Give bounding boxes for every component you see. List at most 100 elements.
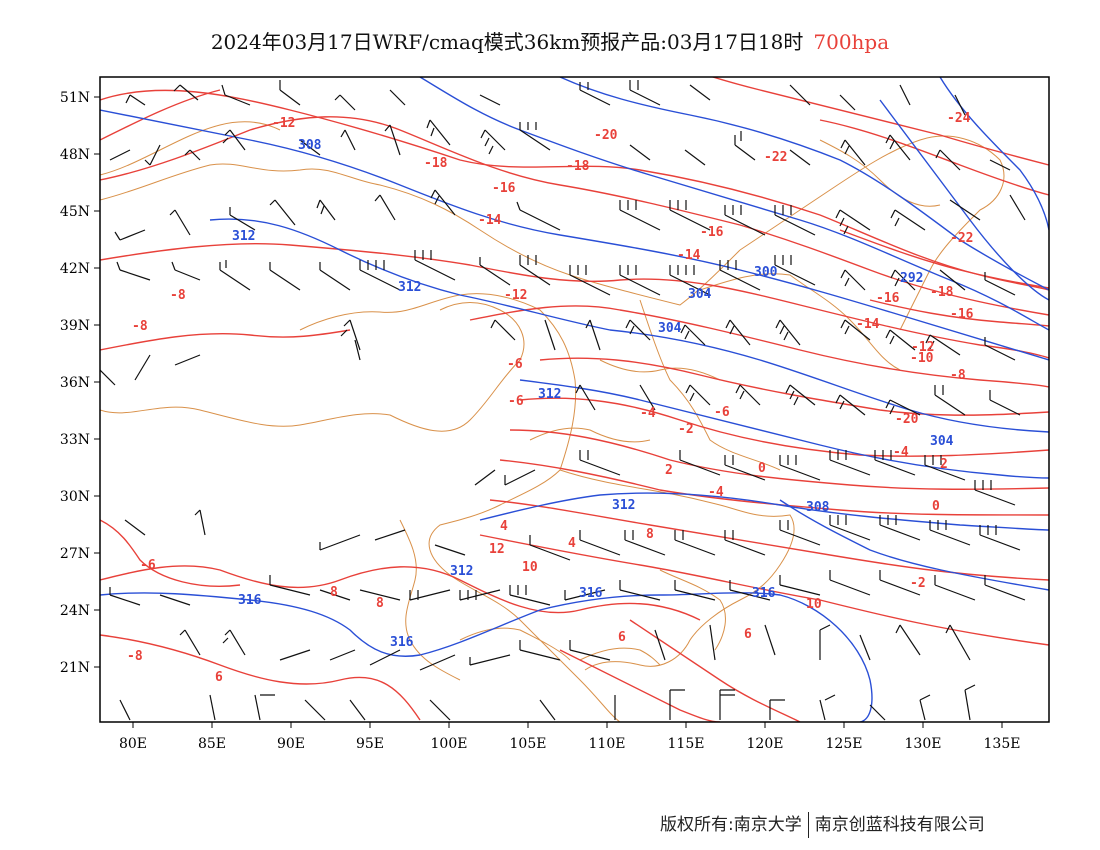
temp-label: -4 bbox=[640, 406, 656, 421]
lat-label: 33N bbox=[60, 432, 90, 448]
height-label: 316 bbox=[752, 586, 776, 601]
temp-label: -16 bbox=[492, 181, 516, 196]
lat-label: 39N bbox=[60, 318, 90, 334]
height-label: 304 bbox=[658, 321, 682, 336]
height-label: 316 bbox=[238, 593, 262, 608]
height-label: 308 bbox=[298, 138, 322, 153]
height-label: 316 bbox=[390, 635, 414, 650]
temp-label: 6 bbox=[744, 627, 752, 642]
lon-axis bbox=[132, 722, 1003, 728]
temp-label: -16 bbox=[700, 225, 724, 240]
temperature-contours bbox=[100, 77, 1049, 722]
temp-label: 8 bbox=[376, 596, 384, 611]
lon-labels: 80E 85E 90E 95E 100E 105E 110E 115E 120E… bbox=[119, 736, 1021, 752]
copyright-owner: 版权所有:南京大学 bbox=[660, 815, 802, 835]
lon-label: 105E bbox=[510, 736, 547, 752]
title-text: 2024年03月17日WRF/cmaq模式36km预报产品:03月17日18时 bbox=[210, 30, 804, 54]
level-label: 700hpa bbox=[813, 30, 890, 54]
lat-label: 27N bbox=[60, 546, 90, 562]
lat-label: 51N bbox=[60, 90, 90, 106]
lat-label: 42N bbox=[60, 261, 90, 277]
temp-label: -10 bbox=[910, 351, 934, 366]
temp-label: -22 bbox=[764, 150, 787, 165]
temp-label: 2 bbox=[940, 457, 948, 472]
temp-label: -2 bbox=[678, 422, 694, 437]
temp-label: 12 bbox=[489, 542, 505, 557]
lon-label: 130E bbox=[905, 736, 942, 752]
lat-axis bbox=[94, 96, 100, 668]
temp-label: -18 bbox=[566, 159, 590, 174]
temp-label: -8 bbox=[132, 319, 148, 334]
company-name: 南京创蓝科技有限公司 bbox=[814, 815, 985, 835]
lon-label: 110E bbox=[589, 736, 626, 752]
height-label: 316 bbox=[579, 586, 603, 601]
lon-label: 85E bbox=[198, 736, 226, 752]
temp-label: 2 bbox=[665, 463, 673, 478]
temp-label: 8 bbox=[330, 585, 338, 600]
lat-label: 45N bbox=[60, 204, 90, 220]
copyright-footer: 版权所有:南京大学 南京创蓝科技有限公司 bbox=[660, 810, 985, 838]
lat-label: 36N bbox=[60, 375, 90, 391]
height-label: 300 bbox=[754, 265, 778, 280]
map-area: -12 -18 -16 -14 -20 -18 -16 -22 -24 -22 … bbox=[100, 77, 1049, 722]
lon-label: 100E bbox=[431, 736, 468, 752]
temp-label: -18 bbox=[424, 156, 448, 171]
temp-label: -12 bbox=[504, 288, 527, 303]
height-label: 312 bbox=[450, 564, 473, 579]
temp-label: -8 bbox=[127, 649, 143, 664]
lon-label: 90E bbox=[277, 736, 305, 752]
temp-label: -6 bbox=[714, 405, 730, 420]
temp-label: 6 bbox=[618, 630, 626, 645]
temp-label: -4 bbox=[708, 485, 724, 500]
height-label: 312 bbox=[612, 498, 635, 513]
lon-label: 135E bbox=[984, 736, 1021, 752]
height-label: 308 bbox=[806, 500, 830, 515]
lon-label: 80E bbox=[119, 736, 147, 752]
lon-label: 120E bbox=[747, 736, 784, 752]
footer-divider bbox=[807, 812, 809, 838]
temp-label: 0 bbox=[932, 499, 940, 514]
temp-label: -6 bbox=[508, 394, 524, 409]
temp-label: -8 bbox=[950, 368, 966, 383]
lat-label: 24N bbox=[60, 603, 90, 619]
lat-label: 30N bbox=[60, 489, 90, 505]
lon-label: 115E bbox=[668, 736, 705, 752]
temp-label: -20 bbox=[594, 128, 618, 143]
lon-label: 125E bbox=[826, 736, 863, 752]
temp-label: -16 bbox=[876, 291, 900, 306]
temp-label: -14 bbox=[856, 317, 880, 332]
temp-label: -6 bbox=[507, 357, 523, 372]
height-label: 312 bbox=[538, 387, 561, 402]
height-label: 304 bbox=[688, 287, 712, 302]
temp-label: 10 bbox=[806, 597, 822, 612]
height-labels: 308 312 312 312 304 300 304 292 308 312 … bbox=[232, 138, 954, 650]
height-label: 312 bbox=[232, 229, 255, 244]
wind-barbs bbox=[100, 80, 1026, 721]
temp-label: -12 bbox=[272, 116, 295, 131]
temp-label: -8 bbox=[170, 288, 186, 303]
temp-label: -14 bbox=[478, 213, 502, 228]
height-label: 312 bbox=[398, 280, 421, 295]
lat-label: 48N bbox=[60, 147, 90, 163]
lat-labels: 51N 48N 45N 42N 39N 36N 33N 30N 27N 24N … bbox=[60, 90, 90, 676]
temp-label: 8 bbox=[646, 527, 654, 542]
temp-label: -12 bbox=[911, 340, 934, 355]
temp-label: -14 bbox=[677, 248, 701, 263]
temp-label: -6 bbox=[140, 558, 156, 573]
lon-label: 95E bbox=[356, 736, 384, 752]
temp-label: -18 bbox=[930, 285, 954, 300]
height-label: 304 bbox=[930, 434, 954, 449]
temp-label: -4 bbox=[893, 445, 909, 460]
temp-label: 4 bbox=[568, 536, 576, 551]
temp-label: 10 bbox=[522, 560, 538, 575]
temp-label: 6 bbox=[215, 670, 223, 685]
temp-label: -20 bbox=[895, 412, 919, 427]
temp-label: 4 bbox=[500, 519, 508, 534]
map-title: 2024年03月17日WRF/cmaq模式36km预报产品:03月17日18时 7… bbox=[0, 26, 1100, 55]
temp-label: 0 bbox=[758, 461, 766, 476]
height-label: 292 bbox=[900, 271, 923, 286]
map-frame bbox=[99, 76, 1050, 723]
boundary-lines bbox=[100, 121, 1005, 722]
temp-label: -22 bbox=[950, 231, 973, 246]
